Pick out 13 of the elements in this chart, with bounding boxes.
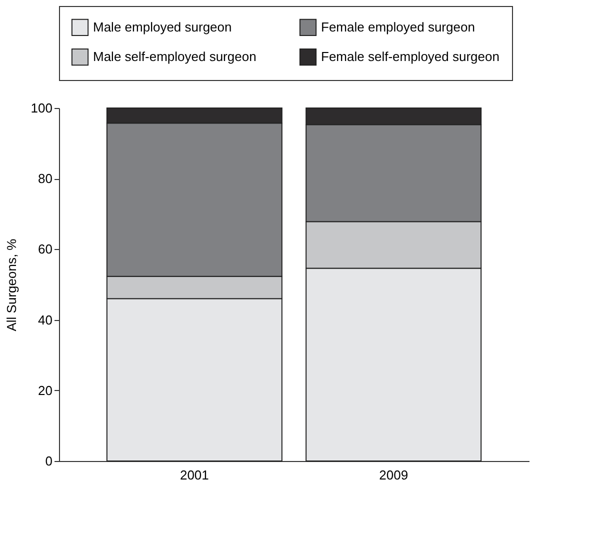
y-axis-title: All Surgeons, % bbox=[4, 238, 19, 332]
legend-label: Male employed surgeon bbox=[93, 19, 232, 34]
legend-label: Female employed surgeon bbox=[321, 19, 475, 34]
y-tick-label: 0 bbox=[45, 454, 52, 468]
x-tick-label: 2009 bbox=[379, 468, 408, 482]
y-tick-label: 20 bbox=[38, 382, 52, 398]
y-tick-label: 80 bbox=[38, 171, 52, 186]
y-tick-label: 40 bbox=[38, 312, 52, 328]
legend-label: Female self-employed surgeon bbox=[321, 49, 500, 64]
legend-label: Male self-employed surgeon bbox=[93, 49, 256, 64]
x-tick-label: 2001 bbox=[180, 468, 209, 482]
y-tick-label: 100 bbox=[30, 100, 52, 116]
y-tick-label: 60 bbox=[38, 242, 52, 257]
